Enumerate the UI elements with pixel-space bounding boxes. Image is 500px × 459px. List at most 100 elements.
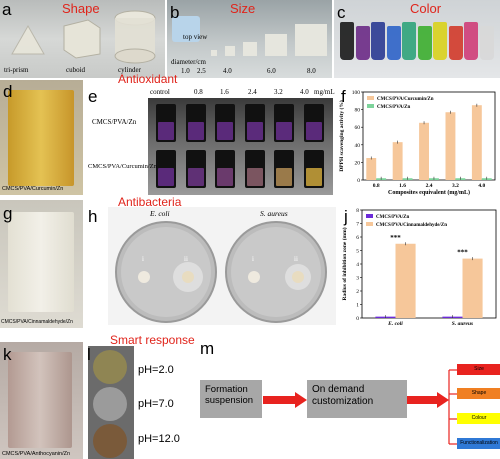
top-view-label: top view xyxy=(183,33,208,41)
vial xyxy=(303,150,324,188)
vial-liquid xyxy=(217,168,233,186)
flow-arrows xyxy=(263,369,457,445)
vial-liquid xyxy=(158,122,174,140)
bar xyxy=(392,142,403,180)
row-label-2: CMCS/PVA/Curcumin/Zn xyxy=(88,163,157,170)
y-tick-label: 3 xyxy=(356,276,359,282)
y-tick-label: 5 xyxy=(356,249,359,255)
panel-title-shape: Shape xyxy=(62,1,100,16)
y-axis-label: DPPH scavenging activity (%) xyxy=(338,100,345,172)
conc-2: 1.6 xyxy=(220,88,229,96)
panel-b-photo: top view diameter/cm 1.0 2.5 4.0 6.0 8.0 xyxy=(167,0,332,78)
inhibition-chart: 0 1 2 3 4 5 6 7 8 E. coli S. aureus *** *** CMCS/PVA/… xyxy=(341,208,497,327)
disk-i-1: i xyxy=(142,255,144,263)
vial-liquid xyxy=(246,122,263,140)
legend-swatch xyxy=(366,214,373,218)
bar xyxy=(419,122,429,180)
panel-title-color: Color xyxy=(410,1,442,16)
shape-label-1: tri-prism xyxy=(4,66,29,74)
panel-label-k: k xyxy=(3,345,12,364)
y-tick-label: 40 xyxy=(355,143,361,149)
option-functionalization: Functionalization xyxy=(457,438,500,449)
vial xyxy=(185,150,206,188)
y-tick-label: 4 xyxy=(356,262,359,268)
panel-label-a: a xyxy=(2,0,12,19)
legend-label: CMCS/PVA/Zn xyxy=(376,215,409,220)
conc-unit: mg/mL xyxy=(314,88,335,96)
y-tick-label: 80 xyxy=(355,108,361,114)
option-shape: Shape xyxy=(457,388,500,399)
tri-prism-shape xyxy=(11,24,45,55)
x-tick-label: S. aureus xyxy=(452,321,473,327)
disk-i-2: i xyxy=(252,255,254,263)
dpph-chart: 0 20 40 60 80 100 0.8 1.6 2.4 3.2 4.0 CMCS/PVA/Curc… xyxy=(338,90,496,196)
vial-row-1 xyxy=(152,104,330,144)
diam-3: 4.0 xyxy=(223,67,232,75)
vial xyxy=(244,104,265,142)
vial xyxy=(185,104,206,142)
y-tick-label: 8 xyxy=(356,208,359,214)
vial xyxy=(156,150,176,188)
panel-label-g: g xyxy=(3,204,13,223)
y-tick-label: 0 xyxy=(357,178,360,184)
top-view-inset xyxy=(172,16,200,42)
formation-suspension-box: Formation suspension xyxy=(200,380,262,418)
y-tick-label: 1 xyxy=(356,303,359,309)
y-tick-label: 20 xyxy=(355,160,361,166)
panel-label-e: e xyxy=(88,87,98,106)
bar xyxy=(462,258,483,318)
color-cup xyxy=(479,26,494,60)
color-cup xyxy=(386,26,401,60)
disk-ii-1: ii xyxy=(184,255,188,263)
panel-label-l: l xyxy=(87,345,91,364)
vial xyxy=(303,104,324,142)
y-tick-label: 2 xyxy=(356,289,359,295)
caption-g: CMCS/PVA/Cinnamaldehyde/Zn xyxy=(1,319,73,325)
vial-liquid xyxy=(246,168,263,186)
size-cube-2 xyxy=(225,46,235,56)
panel-label-j: j xyxy=(344,207,348,226)
legend-swatch xyxy=(366,222,373,226)
vial xyxy=(215,104,235,142)
panel-a-photo: tri-prism cuboid cylinder xyxy=(0,0,165,78)
color-cup xyxy=(417,26,432,60)
color-cup xyxy=(355,26,370,60)
panel-g-photo: CMCS/PVA/Cinnamaldehyde/Zn xyxy=(0,200,83,328)
bar xyxy=(366,158,377,180)
vial-liquid xyxy=(305,168,322,186)
plate-label-saureus: S. aureus xyxy=(260,209,288,218)
conc-5: 4.0 xyxy=(300,88,309,96)
significance-label: *** xyxy=(457,249,468,257)
vial xyxy=(274,104,294,142)
panel-k-photo: CMCS/PVA/Anthocyanin/Zn xyxy=(0,342,83,459)
y-tick-label: 100 xyxy=(352,90,361,96)
curcumin-beaker xyxy=(8,90,74,186)
ph-swatch xyxy=(93,350,127,384)
vial-liquid xyxy=(276,168,292,186)
cinnamaldehyde-beaker xyxy=(8,212,74,312)
x-tick-label: E. coli xyxy=(387,321,403,327)
color-cup xyxy=(433,22,447,60)
bar xyxy=(471,105,482,180)
x-tick-label: 3.2 xyxy=(452,183,459,189)
color-cup xyxy=(340,22,354,60)
panel-label-c: c xyxy=(337,3,346,22)
shape-label-3: cylinder xyxy=(118,66,141,74)
panel-d-photo: CMCS/PVA/Curcumin/Zn xyxy=(0,80,83,195)
conc-3: 2.4 xyxy=(248,88,257,96)
size-cube-4 xyxy=(265,34,287,56)
ph-swatch xyxy=(93,387,127,421)
panel-title-antioxidant: Antioxidant xyxy=(118,72,178,86)
panel-label-h: h xyxy=(88,207,98,226)
vial-row-2 xyxy=(152,150,330,190)
color-cup xyxy=(402,22,416,60)
legend-label: CMCS/PVA/Zn xyxy=(377,105,410,110)
vial xyxy=(244,150,265,188)
ph-circles xyxy=(88,346,134,459)
panel-e-photo xyxy=(148,98,333,195)
cylinder-shape xyxy=(114,10,156,64)
panel-label-f: f xyxy=(341,87,346,106)
x-axis-label: Composites equivalent (mg/mL) xyxy=(388,189,470,196)
panel-title-smart-response: Smart response xyxy=(110,333,195,347)
color-cup xyxy=(464,22,478,60)
